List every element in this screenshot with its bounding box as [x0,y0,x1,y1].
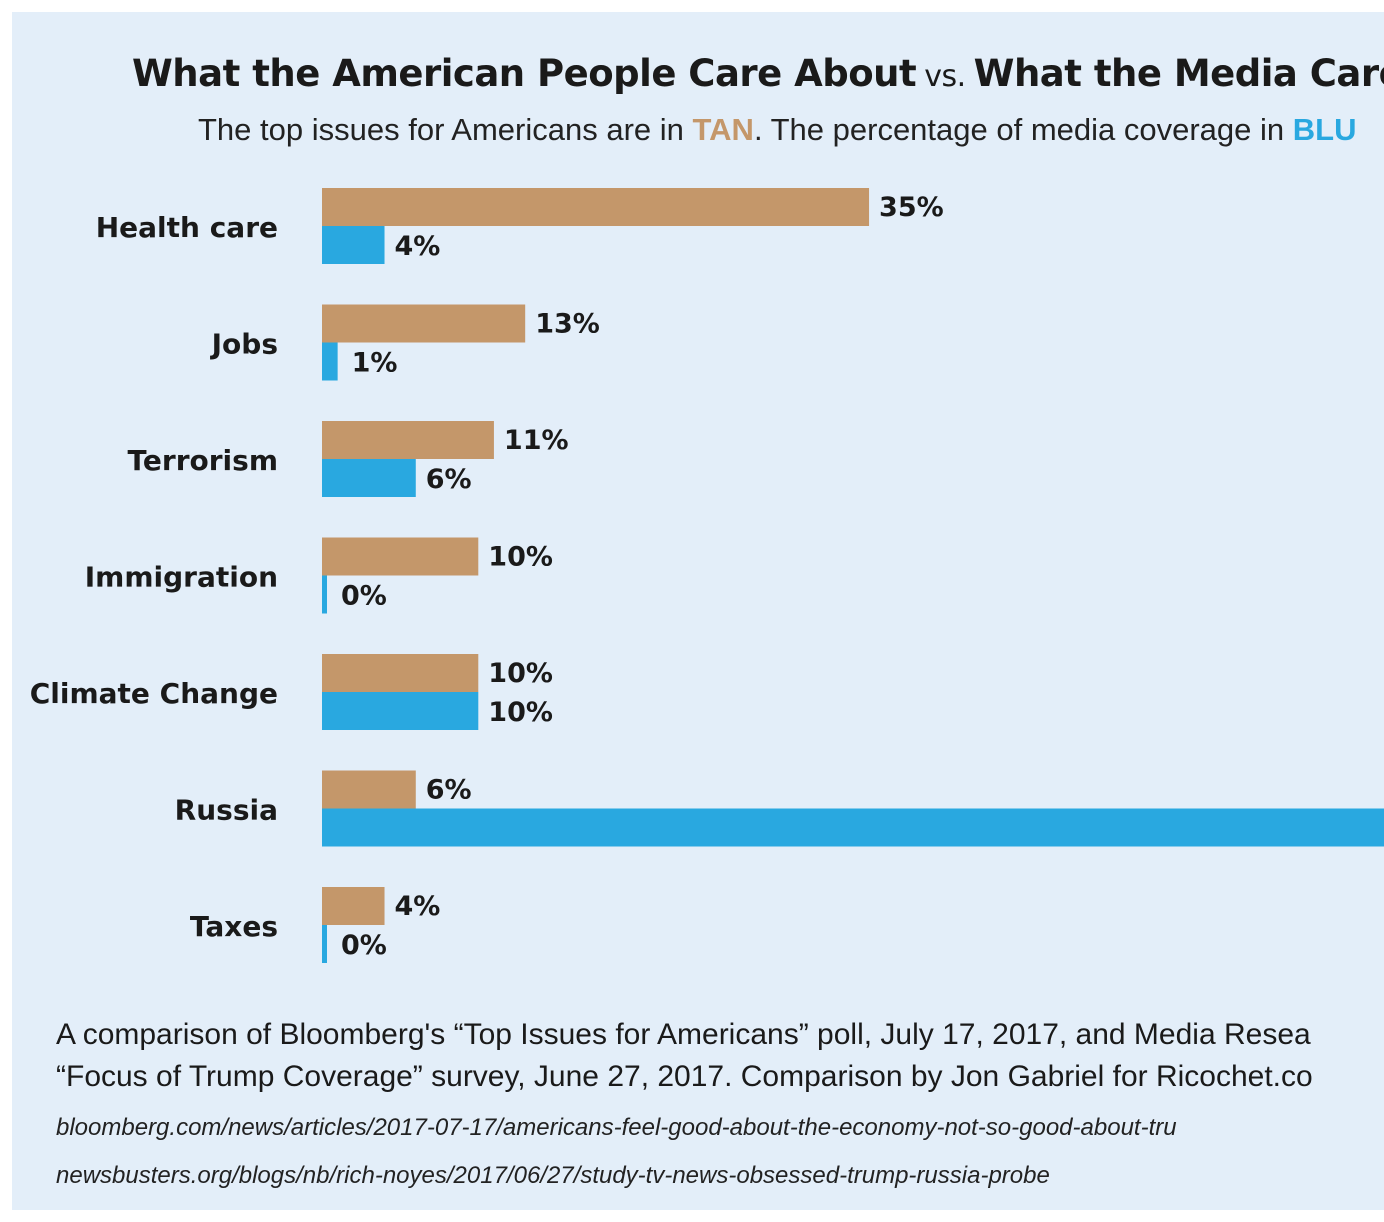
bar-media-russia [322,808,1384,847]
value-label-media-immigration: 0% [341,581,387,612]
category-label-health-care: Health care [96,211,278,244]
value-label-people-taxes: 4% [395,891,441,922]
source-link-newsbusters[interactable]: newsbusters.org/blogs/nb/rich-noyes/2017… [56,1162,1050,1189]
bar-people-climate-change [322,654,479,692]
bar-people-taxes [322,887,385,925]
bar-people-russia [322,770,416,809]
bar-people-jobs [322,304,526,343]
category-label-jobs: Jobs [210,328,278,361]
value-label-media-terrorism: 6% [426,464,472,495]
title-vs: vs. [924,59,966,94]
footnote-line-1: A comparison of Bloomberg's “Top Issues … [56,1018,1311,1051]
title-part-media: What the Media Cares A [973,52,1384,95]
value-label-media-taxes: 0% [341,930,387,961]
bar-media-taxes [322,925,327,963]
category-label-terrorism: Terrorism [128,444,278,477]
value-label-people-immigration: 10% [488,542,553,573]
value-label-people-jobs: 13% [535,309,600,340]
chart-title: What the American People Care About vs. Wh… [132,52,1384,95]
category-label-climate-change: Climate Change [30,677,278,710]
bar-media-terrorism [322,459,416,497]
category-label-immigration: Immigration [85,561,278,594]
bar-media-jobs [322,342,338,381]
bar-people-immigration [322,537,479,576]
category-label-taxes: Taxes [190,910,278,943]
chart-panel: What the American People Care About vs. Wh… [12,12,1384,1210]
footnote-line-2: “Focus of Trump Coverage” survey, June 2… [56,1060,1313,1093]
bar-chart: Health care 35% 4% Jobs 13% 1% Terrorism 11% 6% I… [30,188,1384,963]
chart-subtitle: The top issues for Americans are in TAN.… [198,112,1356,148]
bar-people-terrorism [322,421,494,459]
value-label-media-health-care: 4% [395,231,441,262]
bar-people-health-care [322,188,870,226]
value-label-people-health-care: 35% [879,192,944,223]
value-label-people-russia: 6% [426,775,472,806]
category-label-russia: Russia [175,794,278,827]
subtitle-blue: BLU [1292,112,1357,147]
source-link-bloomberg[interactable]: bloomberg.com/news/articles/2017-07-17/a… [56,1114,1177,1141]
bar-media-health-care [322,226,385,264]
bar-media-immigration [322,575,327,614]
bar-media-climate-change [322,692,479,730]
value-label-people-climate-change: 10% [488,658,553,689]
subtitle-tan: TAN [692,112,754,147]
subtitle-part2: . The percentage of media coverage in [753,112,1293,147]
title-part-people: What the American People Care About [132,52,917,95]
value-label-people-terrorism: 11% [504,425,569,456]
value-label-media-jobs: 1% [352,348,398,379]
subtitle-part1: The top issues for Americans are in [198,112,693,147]
value-label-media-climate-change: 10% [488,697,553,728]
